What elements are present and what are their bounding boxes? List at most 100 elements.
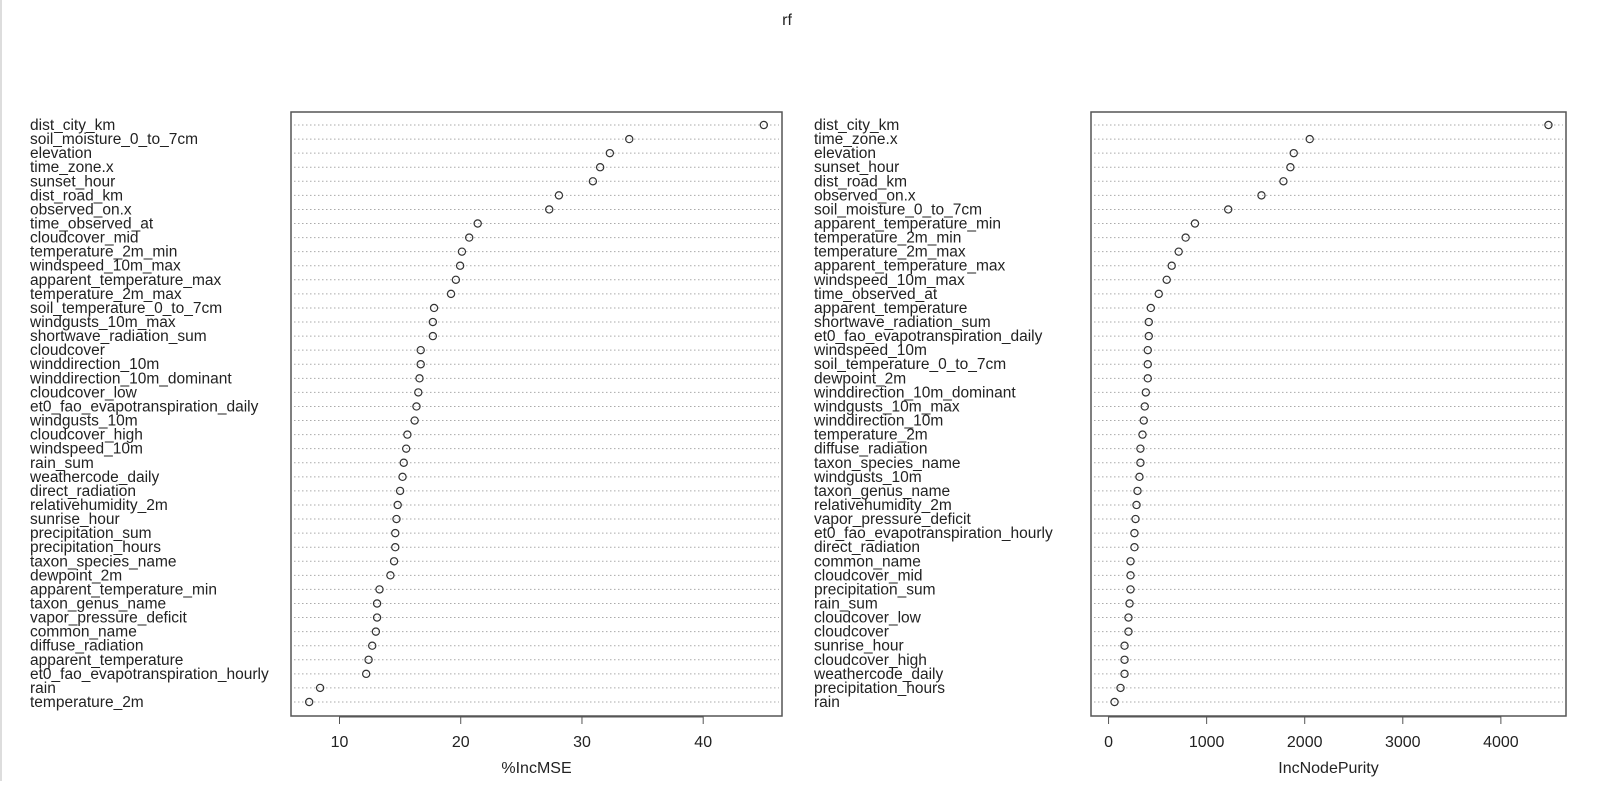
- data-point: [1181, 233, 1190, 242]
- data-point: [1257, 191, 1266, 200]
- data-point: [401, 444, 411, 453]
- data-point: [1144, 331, 1153, 341]
- data-point: [1133, 486, 1142, 496]
- data-point: [1131, 514, 1140, 524]
- category-label: apparent_temperature: [30, 652, 183, 669]
- category-label: cloudcover_high: [30, 427, 143, 444]
- x-tick-label: 1000: [1189, 734, 1225, 751]
- data-point: [399, 458, 408, 467]
- data-point: [1120, 669, 1129, 679]
- category-label: windspeed_10m_max: [813, 272, 965, 289]
- category-label: et0_fao_evapotranspiration_daily: [30, 398, 259, 415]
- category-label: vapor_pressure_deficit: [30, 610, 188, 627]
- data-point: [415, 374, 424, 383]
- data-point: [395, 486, 405, 496]
- data-point: [1174, 247, 1183, 256]
- data-point: [428, 331, 438, 341]
- category-label: dist_city_km: [30, 117, 115, 134]
- data-point: [416, 345, 425, 355]
- category-label: diffuse_radiation: [30, 638, 143, 655]
- data-point: [588, 177, 598, 186]
- category-label: temperature_2m: [814, 427, 928, 444]
- data-point: [1132, 500, 1141, 510]
- category-label: relativehumidity_2m: [814, 497, 952, 514]
- data-point: [368, 641, 377, 650]
- data-point: [375, 585, 384, 594]
- data-point: [1143, 345, 1152, 355]
- category-label: common_name: [814, 553, 921, 570]
- data-point: [1116, 683, 1125, 693]
- category-label: soil_moisture_0_to_7cm: [30, 131, 198, 148]
- data-point: [372, 599, 382, 608]
- category-label: relativehumidity_2m: [30, 497, 168, 514]
- category-label: temperature_2m_max: [814, 244, 966, 261]
- data-point: [473, 219, 482, 228]
- category-label: taxon_genus_name: [30, 595, 166, 612]
- data-point: [1110, 697, 1119, 707]
- data-point: [1140, 402, 1149, 411]
- data-point: [1154, 289, 1163, 299]
- category-label: winddirection_10m: [813, 413, 943, 430]
- x-tick-label: 10: [331, 734, 349, 751]
- category-label: precipitation_hours: [30, 539, 161, 556]
- category-label: apparent_temperature_max: [30, 272, 222, 289]
- category-label: sunset_hour: [30, 173, 115, 190]
- category-label: sunrise_hour: [30, 511, 120, 528]
- x-axis-title: %IncMSE: [501, 760, 571, 777]
- data-point: [386, 571, 395, 580]
- category-label: windgusts_10m: [29, 413, 138, 430]
- category-label: cloudcover: [814, 624, 889, 641]
- data-point: [545, 205, 554, 214]
- data-point: [605, 148, 615, 158]
- data-point: [595, 163, 605, 172]
- panel-incnodepurity: dist_city_kmtime_zone.xelevationsunset_h…: [813, 111, 1567, 777]
- category-label: cloudcover_mid: [814, 567, 923, 584]
- data-point: [554, 191, 564, 200]
- data-point: [1125, 599, 1134, 608]
- category-label: windgusts_10m_max: [29, 314, 176, 331]
- data-point: [1224, 205, 1233, 214]
- data-point: [451, 275, 461, 285]
- category-label: rain: [30, 680, 56, 697]
- x-axis-title: IncNodePurity: [1278, 760, 1379, 777]
- category-label: diffuse_radiation: [814, 441, 927, 458]
- category-label: temperature_2m_min: [814, 230, 961, 247]
- category-label: windgusts_10m: [813, 469, 922, 486]
- data-point: [304, 697, 314, 707]
- chart-title: rf: [782, 12, 792, 29]
- data-point: [1124, 627, 1133, 636]
- category-label: temperature_2m_max: [30, 286, 182, 303]
- category-label: weathercode_daily: [813, 666, 944, 683]
- category-label: et0_fao_evapotranspiration_hourly: [814, 525, 1053, 542]
- data-point: [1130, 542, 1139, 552]
- data-point: [1167, 261, 1176, 270]
- category-label: winddirection_10m_dominant: [29, 370, 232, 387]
- category-label: cloudcover_low: [814, 610, 922, 627]
- data-point: [315, 683, 325, 693]
- category-label: dist_road_km: [30, 187, 123, 204]
- x-tick-label: 4000: [1483, 734, 1519, 751]
- category-label: windgusts_10m_max: [813, 398, 960, 415]
- category-label: precipitation_sum: [30, 525, 151, 542]
- data-point: [1124, 613, 1133, 622]
- data-point: [398, 472, 407, 482]
- x-tick-label: 40: [694, 734, 712, 751]
- data-point: [465, 233, 474, 242]
- data-point: [393, 500, 402, 510]
- data-point: [410, 416, 419, 425]
- data-point: [1279, 177, 1288, 186]
- category-label: apparent_temperature_min: [30, 581, 217, 598]
- data-point: [1162, 275, 1171, 285]
- data-point: [1544, 120, 1553, 130]
- plot-box: [290, 111, 783, 717]
- data-point: [429, 303, 439, 313]
- category-label: soil_temperature_0_to_7cm: [814, 356, 1006, 373]
- x-tick-label: 30: [573, 734, 591, 751]
- category-label: dewpoint_2m: [30, 567, 122, 584]
- panel-incmse: dist_city_kmsoil_moisture_0_to_7cmelevat…: [29, 111, 783, 777]
- data-point: [1120, 655, 1129, 664]
- data-point: [391, 528, 400, 538]
- category-label: elevation: [814, 145, 876, 162]
- data-point: [1144, 317, 1153, 327]
